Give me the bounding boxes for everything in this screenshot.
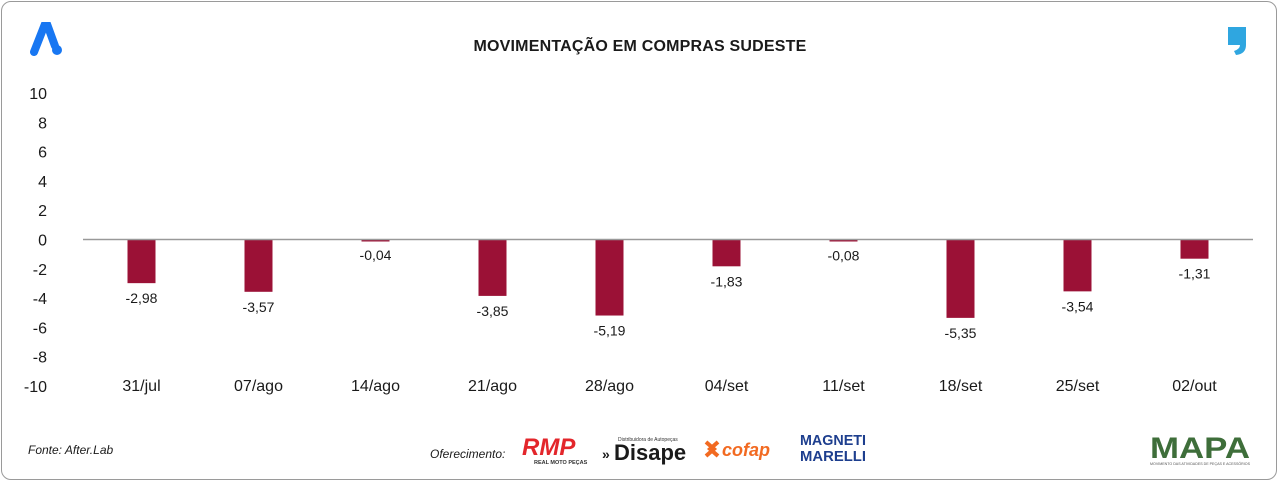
x-tick-label: 11/set bbox=[822, 378, 865, 395]
disape-logo: Distribuidora de Autopeças » Disape bbox=[602, 437, 686, 465]
y-tick-label: -4 bbox=[33, 291, 47, 308]
data-label: -1,83 bbox=[711, 273, 743, 289]
svg-text:MAGNETI: MAGNETI bbox=[800, 432, 866, 449]
data-label: -3,54 bbox=[1062, 298, 1094, 314]
y-tick-label: -6 bbox=[33, 320, 47, 337]
x-tick-label: 14/ago bbox=[351, 378, 400, 395]
x-tick-label: 28/ago bbox=[585, 378, 634, 395]
data-label: -0,08 bbox=[828, 248, 860, 264]
x-tick-label: 21/ago bbox=[468, 378, 517, 395]
x-tick-label: 02/out bbox=[1172, 378, 1217, 395]
source-note: Fonte: After.Lab bbox=[28, 443, 114, 457]
bar bbox=[478, 239, 507, 296]
y-tick-label: -10 bbox=[24, 379, 47, 396]
x-tick-label: 18/set bbox=[939, 378, 983, 395]
chart-title: MOVIMENTAÇÃO EM COMPRAS SUDESTE bbox=[473, 38, 807, 55]
svg-text:Disape: Disape bbox=[614, 440, 686, 465]
data-label: -3,85 bbox=[477, 303, 509, 319]
quote-logo bbox=[1228, 27, 1246, 55]
data-label: -3,57 bbox=[243, 299, 275, 315]
svg-text:MAPA: MAPA bbox=[1150, 432, 1250, 465]
bar bbox=[244, 239, 273, 292]
bar bbox=[712, 239, 741, 267]
y-tick-label: 10 bbox=[29, 86, 47, 103]
x-tick-label: 31/jul bbox=[122, 378, 160, 395]
svg-text:»: » bbox=[602, 446, 610, 462]
mapa-logo: MAPA MOVIMENTO DAS ATIVIDADES DE PEÇAS E… bbox=[1150, 432, 1251, 466]
cofap-logo: cofap bbox=[704, 440, 770, 460]
bar bbox=[946, 239, 975, 318]
x-tick-label: 25/set bbox=[1056, 378, 1100, 395]
svg-text:MARELLI: MARELLI bbox=[800, 448, 866, 464]
svg-text:MOVIMENTO DAS ATIVIDADES DE PE: MOVIMENTO DAS ATIVIDADES DE PEÇAS E ACES… bbox=[1150, 461, 1251, 466]
svg-text:RMP: RMP bbox=[522, 434, 576, 461]
data-label: -5,19 bbox=[594, 323, 626, 339]
y-tick-label: 0 bbox=[38, 233, 47, 250]
offer-label: Oferecimento: bbox=[430, 447, 506, 461]
data-label: -1,31 bbox=[1179, 266, 1211, 282]
x-tick-label: 07/ago bbox=[234, 378, 283, 395]
y-tick-label: 6 bbox=[38, 145, 47, 162]
magneti-marelli-logo: MAGNETI MARELLI bbox=[800, 432, 866, 464]
y-tick-label: 4 bbox=[38, 174, 47, 191]
svg-text:REAL MOTO PEÇAS: REAL MOTO PEÇAS bbox=[534, 460, 588, 466]
bar bbox=[361, 239, 390, 242]
bar bbox=[1063, 239, 1092, 292]
y-tick-label: 8 bbox=[38, 115, 47, 132]
bar bbox=[829, 239, 858, 242]
x-tick-label: 04/set bbox=[705, 378, 749, 395]
y-tick-label: -2 bbox=[33, 262, 47, 279]
after-lab-logo bbox=[30, 22, 62, 56]
svg-text:cofap: cofap bbox=[722, 440, 770, 460]
bar bbox=[1180, 239, 1209, 259]
svg-text:Distribuidora de Autopeças: Distribuidora de Autopeças bbox=[618, 437, 678, 443]
bar bbox=[127, 239, 156, 284]
data-label: -2,98 bbox=[126, 290, 158, 306]
bar bbox=[595, 239, 624, 316]
data-label: -5,35 bbox=[945, 325, 977, 341]
data-label: -0,04 bbox=[360, 247, 392, 263]
y-tick-label: 2 bbox=[38, 203, 47, 220]
rmp-logo: RMP REAL MOTO PEÇAS bbox=[522, 434, 588, 466]
y-tick-label: -8 bbox=[33, 350, 47, 367]
